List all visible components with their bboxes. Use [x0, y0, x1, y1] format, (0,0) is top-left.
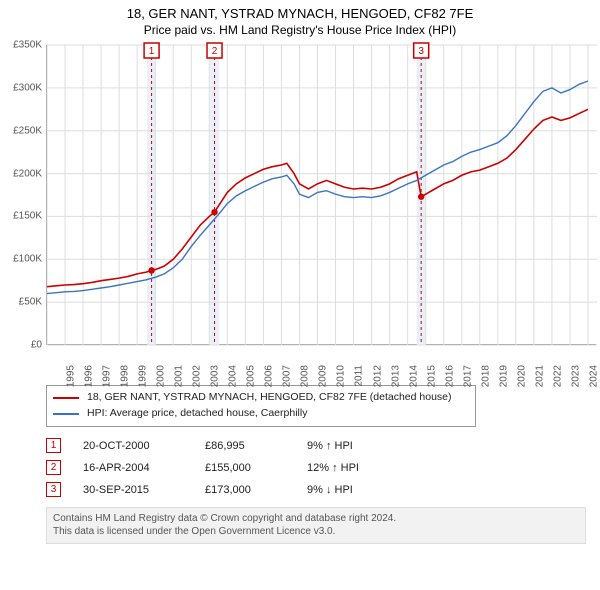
x-tick-label: 2018 — [480, 365, 491, 387]
x-tick-label: 2003 — [210, 365, 221, 387]
plot-area: 1 2 3 — [46, 45, 596, 345]
y-tick-label: £300K — [2, 82, 42, 93]
legend-item: 18, GER NANT, YSTRAD MYNACH, HENGOED, CF… — [53, 390, 469, 406]
x-tick-label: 2014 — [408, 365, 419, 387]
x-tick-label: 2006 — [264, 365, 275, 387]
sale-date: 16-APR-2004 — [83, 462, 183, 474]
chart-container: 18, GER NANT, YSTRAD MYNACH, HENGOED, CF… — [0, 0, 600, 544]
titles: 18, GER NANT, YSTRAD MYNACH, HENGOED, CF… — [0, 0, 600, 39]
x-tick-label: 2021 — [534, 365, 545, 387]
x-tick-label: 2013 — [390, 365, 401, 387]
sale-row: 2 16-APR-2004 £155,000 12% ↑ HPI — [46, 457, 600, 479]
sale-marker: 3 — [46, 482, 61, 497]
x-tick-label: 2022 — [552, 365, 563, 387]
x-tick-label: 2024 — [588, 365, 599, 387]
svg-text:2: 2 — [212, 46, 218, 57]
sales-table: 1 20-OCT-2000 £86,995 9% ↑ HPI 2 16-APR-2004 £… — [46, 435, 600, 501]
x-tick-label: 2001 — [173, 365, 184, 387]
x-tick-label: 2017 — [462, 365, 473, 387]
x-tick-label: 2004 — [228, 365, 239, 387]
x-tick-label: 1997 — [101, 365, 112, 387]
attribution: Contains HM Land Registry data © Crown c… — [46, 507, 586, 544]
legend: 18, GER NANT, YSTRAD MYNACH, HENGOED, CF… — [46, 385, 476, 427]
x-tick-label: 1999 — [137, 365, 148, 387]
sale-row: 1 20-OCT-2000 £86,995 9% ↑ HPI — [46, 435, 600, 457]
x-tick-label: 2020 — [516, 365, 527, 387]
x-tick-label: 2000 — [155, 365, 166, 387]
x-tick-label: 1995 — [65, 365, 76, 387]
svg-text:3: 3 — [418, 46, 424, 57]
x-tick-label: 2005 — [246, 365, 257, 387]
x-tick-label: 2016 — [444, 365, 455, 387]
attribution-line-2: This data is licensed under the Open Gov… — [53, 525, 579, 539]
y-tick-label: £0 — [2, 340, 42, 351]
sale-delta: 9% ↓ HPI — [307, 484, 397, 496]
y-tick-label: £100K — [2, 254, 42, 265]
legend-item: HPI: Average price, detached house, Caer… — [53, 406, 469, 422]
sale-marker: 2 — [46, 460, 61, 475]
attribution-line-1: Contains HM Land Registry data © Crown c… — [53, 512, 579, 526]
legend-label: 18, GER NANT, YSTRAD MYNACH, HENGOED, CF… — [87, 390, 452, 406]
legend-swatch — [53, 413, 79, 415]
y-tick-label: £50K — [2, 297, 42, 308]
x-tick-label: 2007 — [282, 365, 293, 387]
x-tick-label: 2009 — [318, 365, 329, 387]
x-tick-label: 1998 — [119, 365, 130, 387]
y-tick-label: £250K — [2, 125, 42, 136]
sale-price: £173,000 — [205, 484, 285, 496]
legend-swatch — [53, 397, 79, 399]
x-tick-label: 2019 — [498, 365, 509, 387]
sale-marker: 1 — [46, 438, 61, 453]
x-tick-label: 1996 — [83, 365, 94, 387]
y-tick-label: £200K — [2, 168, 42, 179]
y-tick-label: £150K — [2, 211, 42, 222]
svg-text:1: 1 — [149, 46, 155, 57]
sale-price: £86,995 — [205, 440, 285, 452]
sale-price: £155,000 — [205, 462, 285, 474]
y-tick-label: £350K — [2, 40, 42, 51]
x-tick-label: 2002 — [191, 365, 202, 387]
x-tick-label: 2011 — [353, 365, 364, 387]
sale-date: 30-SEP-2015 — [83, 484, 183, 496]
sale-date: 20-OCT-2000 — [83, 440, 183, 452]
chart-title: 18, GER NANT, YSTRAD MYNACH, HENGOED, CF… — [10, 6, 590, 21]
plot-svg: 1 2 3 — [47, 45, 597, 345]
chart-subtitle: Price paid vs. HM Land Registry's House … — [10, 23, 590, 37]
x-tick-label: 2015 — [426, 365, 437, 387]
sale-delta: 12% ↑ HPI — [307, 462, 397, 474]
x-tick-label: 2008 — [300, 365, 311, 387]
x-tick-label: 2023 — [570, 365, 581, 387]
x-tick-label: 2012 — [372, 365, 383, 387]
legend-label: HPI: Average price, detached house, Caer… — [87, 406, 307, 422]
x-tick-label: 2010 — [336, 365, 347, 387]
sale-delta: 9% ↑ HPI — [307, 440, 397, 452]
sale-row: 3 30-SEP-2015 £173,000 9% ↓ HPI — [46, 479, 600, 501]
chart-area: 1 2 3 £0 £50K £100K £150K £200K £250K £300K £350K… — [0, 39, 600, 379]
